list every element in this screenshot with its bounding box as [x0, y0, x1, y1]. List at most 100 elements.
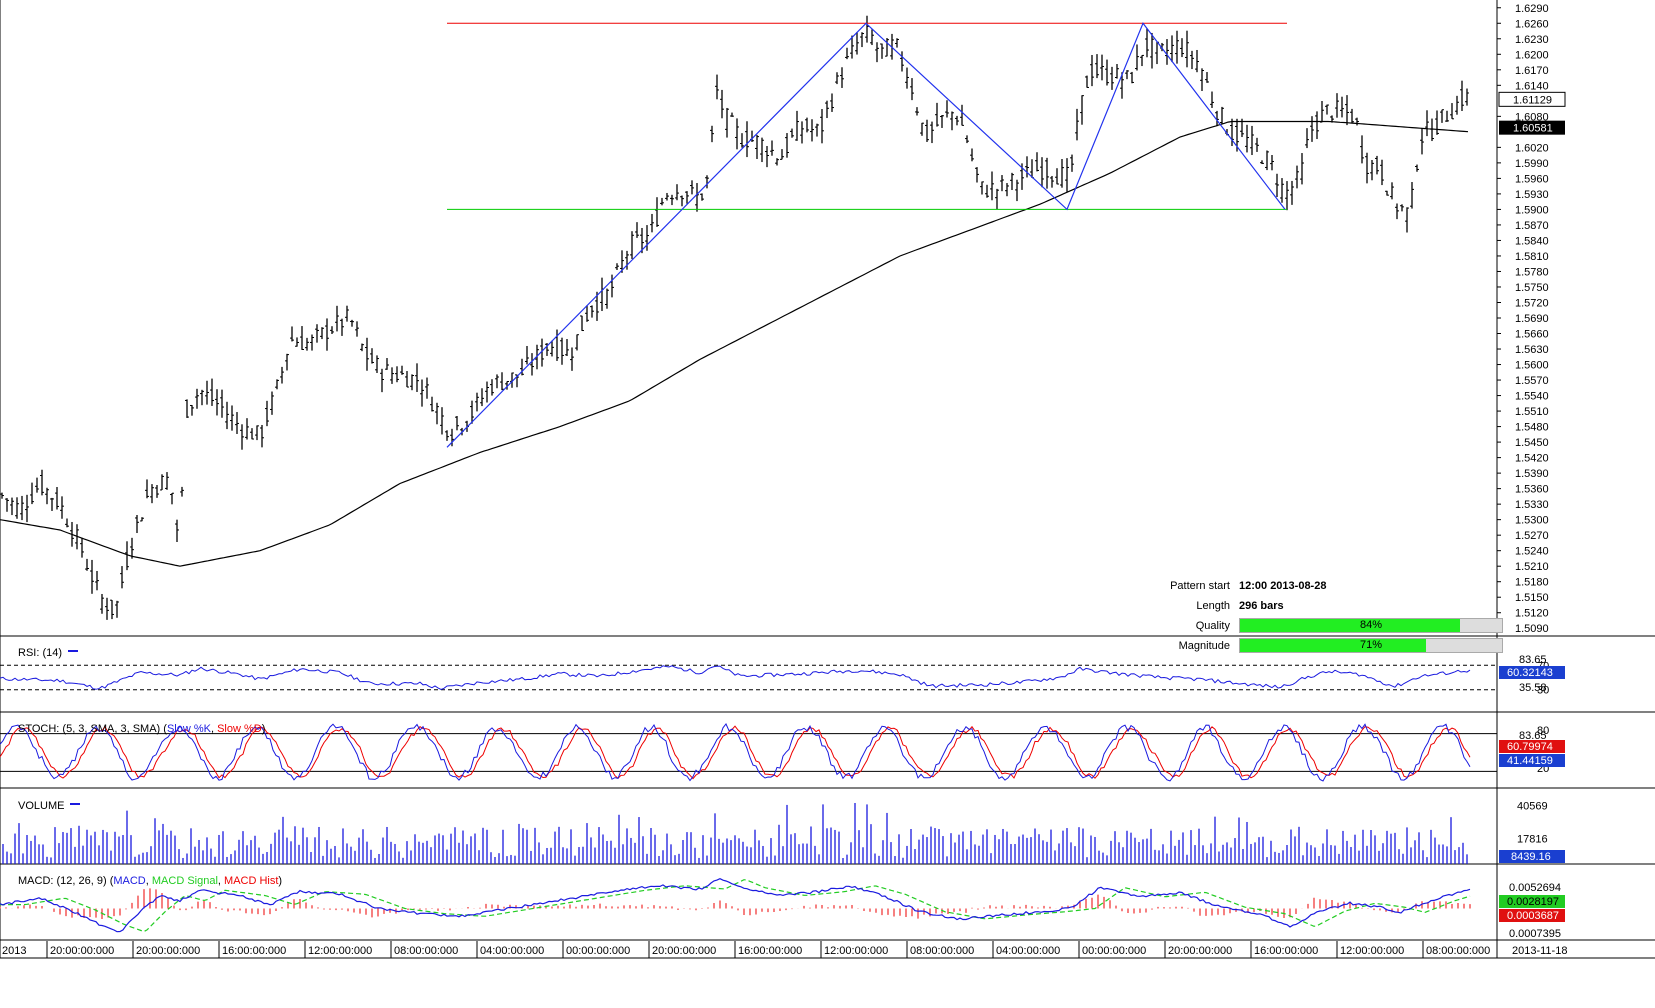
- price-bar: [1025, 156, 1029, 178]
- price-bar: [1430, 118, 1434, 142]
- price-bar: [650, 213, 654, 233]
- macd-panel: MACD: (12, 26, 9) (MACD, MACD Signal, MA…: [0, 875, 1565, 940]
- price-bar: [885, 38, 889, 57]
- price-bar: [1415, 164, 1419, 172]
- price-bar: [725, 107, 729, 138]
- price-bar: [970, 148, 974, 162]
- price-bar: [1090, 54, 1094, 87]
- price-tick-label: 1.6170: [1515, 65, 1549, 77]
- price-bar: [740, 133, 744, 148]
- price-bar: [165, 472, 169, 490]
- price-bar: [570, 347, 574, 371]
- price-bar: [745, 121, 749, 158]
- volume-title: VOLUME: [18, 800, 64, 812]
- price-bar: [370, 348, 374, 364]
- time-label: 16:00:00:000: [222, 945, 286, 957]
- price-bar: [135, 514, 139, 534]
- price-bar: [1185, 30, 1189, 68]
- price-bar: [1230, 118, 1234, 147]
- price-bar: [775, 158, 779, 166]
- price-bar: [375, 355, 379, 373]
- time-label: 00:00:00:000: [566, 945, 630, 957]
- price-bar: [430, 396, 434, 412]
- price-bar: [605, 288, 609, 309]
- price-bar: [820, 109, 824, 144]
- price-bar: [1135, 44, 1139, 71]
- price-bar: [40, 469, 44, 496]
- quality-label: Quality: [1195, 620, 1230, 632]
- price-bar: [15, 497, 19, 519]
- quality-percent: 84%: [1359, 619, 1383, 631]
- price-bar: [600, 277, 604, 312]
- price-tick-label: 1.6020: [1515, 142, 1549, 154]
- price-bar: [1345, 95, 1349, 126]
- price-bar: [140, 517, 144, 522]
- price-bar: [505, 380, 509, 390]
- price-bar: [940, 115, 944, 128]
- price-bar: [350, 319, 354, 327]
- price-bar: [835, 72, 839, 85]
- time-label: 00:00:00:000: [1082, 945, 1146, 957]
- price-bar: [735, 118, 739, 150]
- macd-legend-end: ): [278, 875, 282, 887]
- price-tick-label: 1.5390: [1515, 468, 1549, 480]
- price-bar: [285, 353, 289, 371]
- panel-frames: [0, 0, 1655, 959]
- price-bar: [1170, 35, 1174, 63]
- price-bar: [690, 180, 694, 195]
- stoch-legend-sep: ,: [211, 723, 217, 735]
- price-bar: [1275, 173, 1279, 198]
- price-bar: [1465, 88, 1469, 106]
- stoch-k-line: [0, 723, 1471, 782]
- price-bar: [1390, 182, 1394, 200]
- price-bar: [865, 15, 869, 43]
- price-bar: [85, 558, 89, 571]
- price-bar: [420, 379, 424, 407]
- volume-scale-top: 40569: [1517, 800, 1548, 812]
- price-tick-label: 1.5090: [1515, 623, 1549, 635]
- price-bar: [1050, 175, 1054, 188]
- price-bar: [1095, 54, 1099, 79]
- macd-legend: MACD: [113, 875, 145, 887]
- price-tick-label: 1.5540: [1515, 391, 1549, 403]
- price-bar: [1200, 68, 1204, 92]
- stoch-d-current: 41.44159: [1507, 755, 1553, 767]
- price-bar: [575, 334, 579, 351]
- price-bar: [30, 482, 34, 505]
- price-bar: [590, 305, 594, 318]
- price-tick-label: 1.5930: [1515, 189, 1549, 201]
- price-bar: [175, 519, 179, 542]
- price-tick-label: 1.5240: [1515, 546, 1549, 558]
- price-bar: [1155, 41, 1159, 65]
- price-tick-label: 1.5330: [1515, 499, 1549, 511]
- price-bar: [410, 374, 414, 391]
- price-bar: [390, 367, 394, 384]
- price-bar: [1410, 182, 1414, 209]
- price-bar: [260, 424, 264, 448]
- price-bar: [290, 326, 294, 342]
- price-tick-label: 1.5420: [1515, 453, 1549, 465]
- price-bar: [1285, 181, 1289, 211]
- price-bar: [125, 541, 129, 571]
- price-bar: [195, 388, 199, 409]
- price-bar: [1260, 160, 1264, 165]
- price-bar: [75, 524, 79, 550]
- price-bar: [825, 100, 829, 119]
- price-bar: [245, 418, 249, 440]
- price-bar: [1370, 160, 1374, 181]
- price-bar: [1215, 110, 1219, 127]
- price-bar: [990, 171, 994, 201]
- price-bar: [1245, 124, 1249, 153]
- price-bar: [155, 485, 159, 498]
- price-bar: [275, 379, 279, 390]
- price-bar: [860, 32, 864, 48]
- price-bar: [1190, 50, 1194, 70]
- price-bar: [615, 263, 619, 270]
- price-bar: [1460, 80, 1464, 112]
- price-bar: [335, 305, 339, 332]
- ma-price-label: 1.60581: [1513, 123, 1553, 135]
- price-bar: [1250, 125, 1254, 156]
- price-bar: [35, 477, 39, 493]
- price-bar: [315, 324, 319, 343]
